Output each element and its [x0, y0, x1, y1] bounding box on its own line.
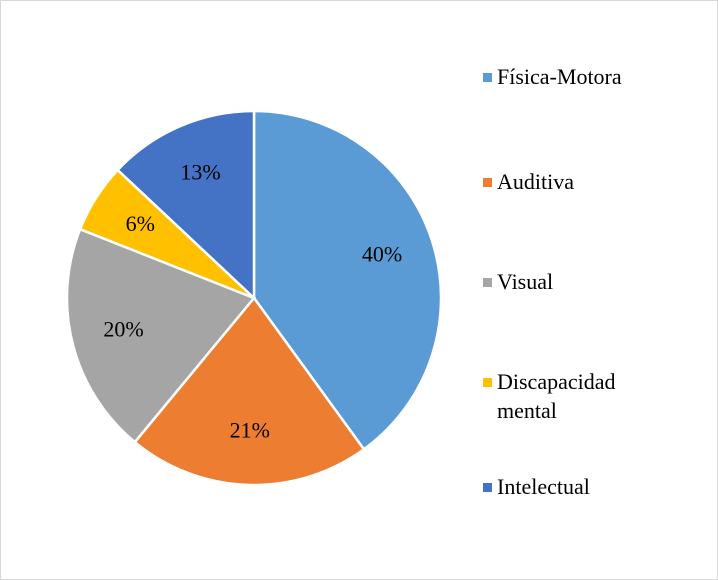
data-label: 21% — [230, 418, 270, 443]
legend-label: Física-Motora — [497, 64, 622, 89]
legend-swatch — [483, 278, 492, 287]
legend-label: Visual — [497, 269, 554, 294]
legend-item: Intelectual — [483, 472, 647, 501]
data-label: 40% — [362, 241, 402, 266]
legend-item: Física-Motora — [483, 62, 647, 91]
legend-item: Auditiva — [483, 167, 647, 196]
data-label: 20% — [103, 317, 143, 342]
legend-label: Intelectual — [497, 474, 590, 499]
pie-slice — [115, 109, 256, 301]
pie-slice — [252, 109, 443, 452]
legend-label: Auditiva — [497, 169, 574, 194]
legend-item: Visual — [483, 267, 647, 296]
data-label: 6% — [126, 211, 155, 236]
pie-slice — [65, 227, 257, 444]
legend-swatch — [483, 178, 492, 187]
data-label: 13% — [180, 159, 220, 184]
pie-slice — [133, 295, 366, 487]
legend-swatch — [483, 378, 492, 387]
legend-swatch — [483, 73, 492, 82]
legend-item: Discapacidad mental — [483, 367, 647, 425]
legend-label: Discapacidad mental — [497, 369, 616, 423]
legend-swatch — [483, 483, 492, 492]
